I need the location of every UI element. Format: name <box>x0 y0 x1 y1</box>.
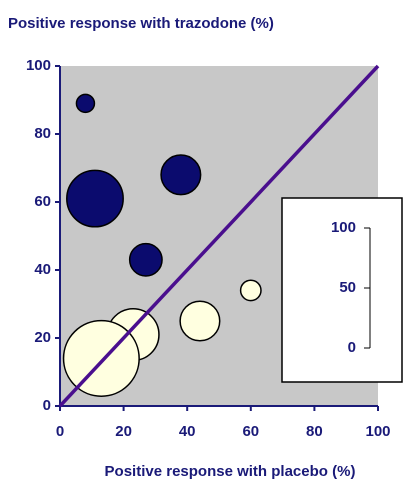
size-legend-label: 100 <box>331 219 356 236</box>
x-tick-label: 60 <box>242 423 259 440</box>
x-tick-label: 0 <box>56 423 64 440</box>
size-legend-box <box>281 197 403 383</box>
y-tick-label: 60 <box>34 193 51 210</box>
x-tick-label: 80 <box>306 423 323 440</box>
y-tick-label: 20 <box>34 329 51 346</box>
identity-line <box>58 64 380 408</box>
x-axis-label: Positive response with placebo (%) <box>105 463 356 480</box>
y-tick-label: 80 <box>34 125 51 142</box>
bubble <box>179 300 221 342</box>
y-tick-label: 0 <box>43 397 51 414</box>
x-tick-label: 100 <box>365 423 390 440</box>
bubble <box>128 242 163 277</box>
y-tick-label: 40 <box>34 261 51 278</box>
size-legend-label: 50 <box>339 279 356 296</box>
bubble <box>75 93 96 114</box>
x-tick-label: 40 <box>179 423 196 440</box>
size-legend-label: 0 <box>348 339 356 356</box>
chart-title: Positive response with trazodone (%) <box>8 15 274 32</box>
bubble <box>239 279 262 302</box>
bubble <box>160 154 202 196</box>
y-tick-label: 100 <box>26 57 51 74</box>
bubble <box>66 169 124 228</box>
x-tick-label: 20 <box>115 423 132 440</box>
